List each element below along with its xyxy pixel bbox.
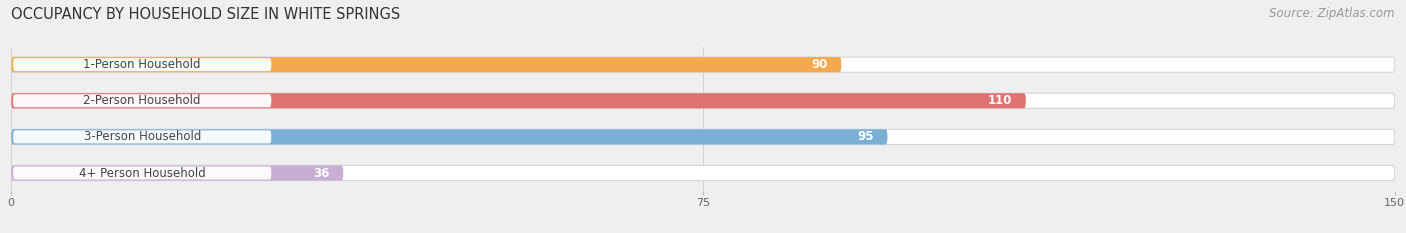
- Text: 110: 110: [987, 94, 1012, 107]
- FancyBboxPatch shape: [11, 93, 1026, 108]
- FancyBboxPatch shape: [11, 93, 1395, 108]
- Text: 36: 36: [314, 167, 329, 179]
- Text: Source: ZipAtlas.com: Source: ZipAtlas.com: [1270, 7, 1395, 20]
- FancyBboxPatch shape: [11, 165, 1395, 181]
- Text: 90: 90: [811, 58, 828, 71]
- Text: 4+ Person Household: 4+ Person Household: [79, 167, 205, 179]
- FancyBboxPatch shape: [11, 57, 1395, 72]
- FancyBboxPatch shape: [13, 58, 271, 71]
- FancyBboxPatch shape: [13, 167, 271, 179]
- Text: OCCUPANCY BY HOUSEHOLD SIZE IN WHITE SPRINGS: OCCUPANCY BY HOUSEHOLD SIZE IN WHITE SPR…: [11, 7, 401, 22]
- FancyBboxPatch shape: [13, 130, 271, 143]
- FancyBboxPatch shape: [11, 129, 887, 144]
- Text: 95: 95: [858, 130, 873, 143]
- FancyBboxPatch shape: [11, 129, 1395, 144]
- FancyBboxPatch shape: [11, 57, 841, 72]
- FancyBboxPatch shape: [13, 94, 271, 107]
- FancyBboxPatch shape: [11, 165, 343, 181]
- Text: 3-Person Household: 3-Person Household: [83, 130, 201, 143]
- Text: 1-Person Household: 1-Person Household: [83, 58, 201, 71]
- Text: 2-Person Household: 2-Person Household: [83, 94, 201, 107]
